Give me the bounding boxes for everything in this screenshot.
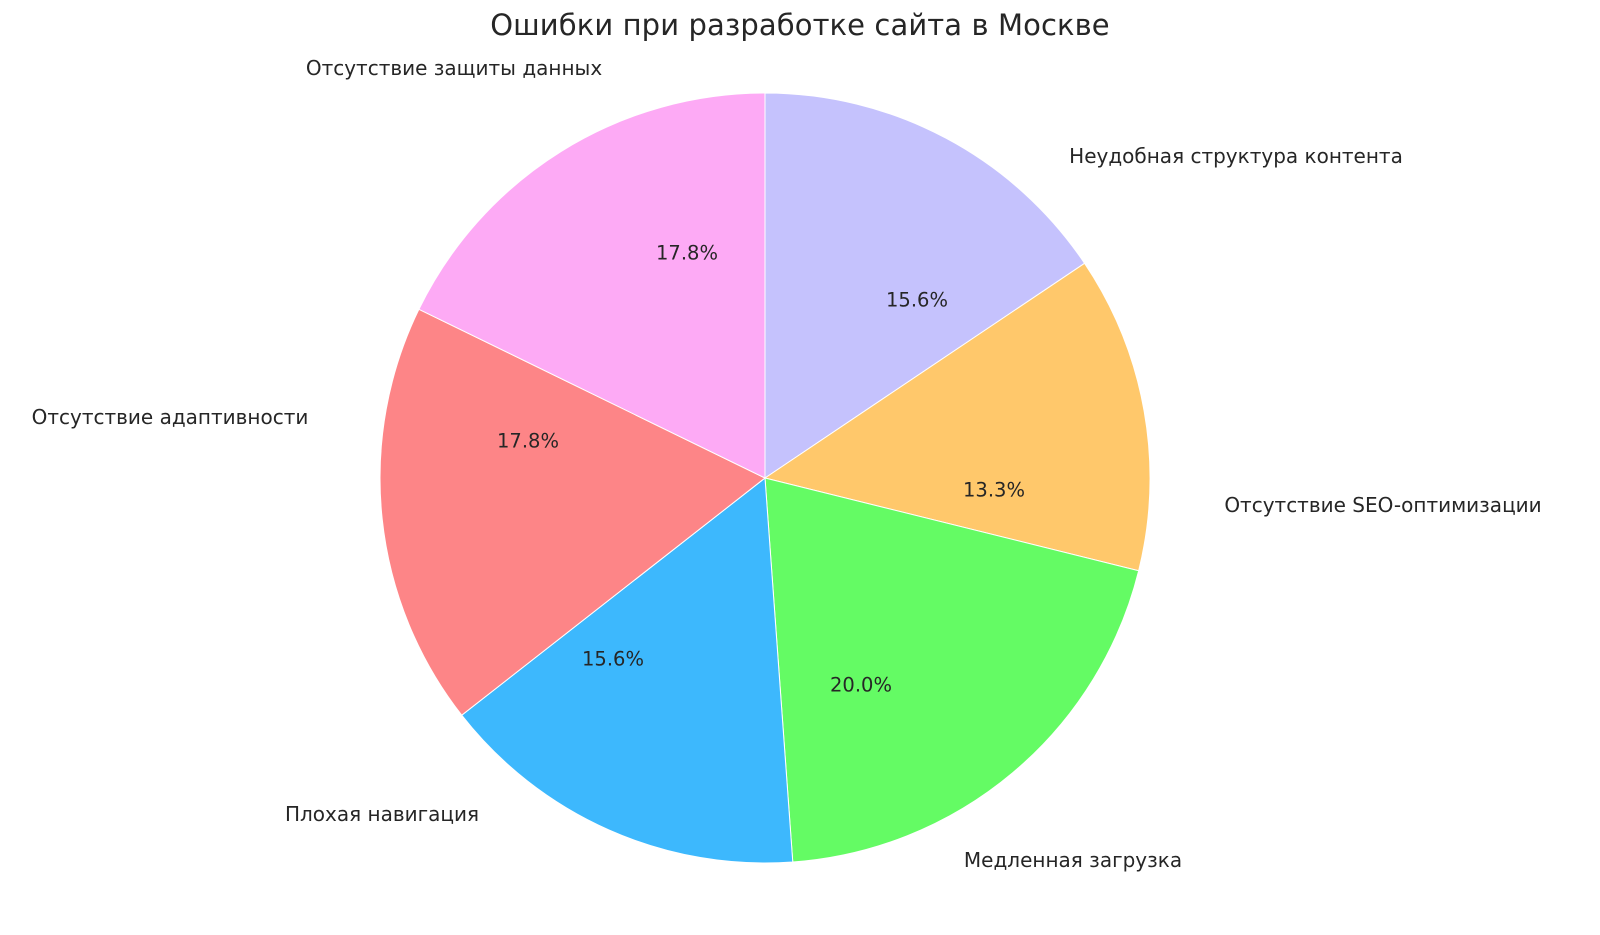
pie-slice[interactable] <box>763 262 1151 572</box>
pie-slice[interactable] <box>379 308 766 716</box>
pie-slice[interactable] <box>461 477 794 864</box>
pie-slice[interactable] <box>764 477 1140 863</box>
pie-slices-group <box>379 92 1151 864</box>
pie-slice[interactable] <box>764 92 1086 479</box>
page-title: Ошибки при разработке сайта в Москве <box>490 8 1110 42</box>
pie-slice[interactable] <box>418 92 766 479</box>
